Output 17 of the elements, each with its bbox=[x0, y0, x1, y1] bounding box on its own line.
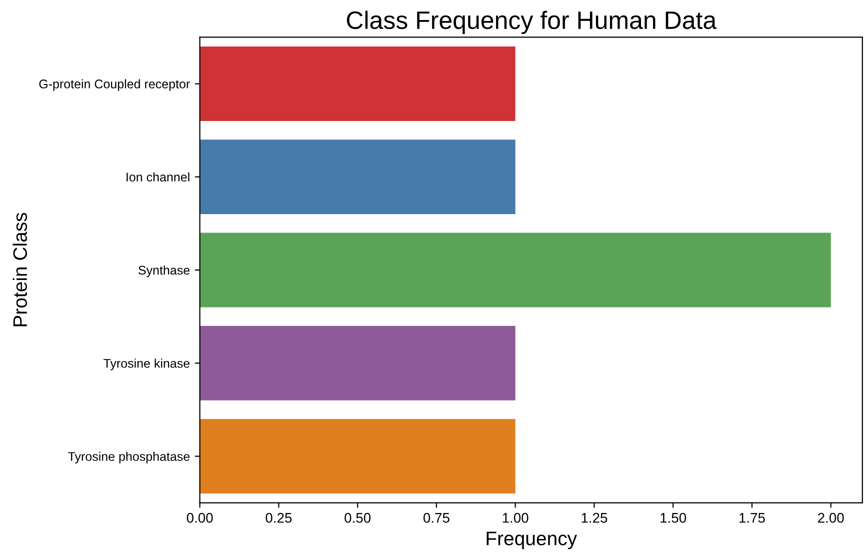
x-tick-label: 0.00 bbox=[186, 512, 213, 523]
y-tick-label: Tyrosine kinase bbox=[104, 358, 190, 370]
chart-title: Class Frequency for Human Data bbox=[346, 10, 717, 34]
x-tick-label: 2.00 bbox=[818, 512, 844, 523]
x-tick-label: 0.50 bbox=[344, 512, 371, 523]
x-tick-label: 1.75 bbox=[740, 513, 765, 523]
y-axis-title: Protein Class bbox=[12, 212, 28, 326]
x-tick-label: 1.00 bbox=[502, 512, 528, 523]
y-tick-label: Ion channel bbox=[126, 172, 190, 182]
y-tick-label: Synthase bbox=[138, 265, 190, 278]
x-tick-label: 0.75 bbox=[423, 512, 450, 523]
x-tick-label: 1.25 bbox=[582, 512, 608, 523]
y-tick-label: G-protein Coupled receptor bbox=[39, 79, 190, 91]
x-axis-title: Frequency bbox=[486, 532, 578, 550]
x-tick-label: 1.50 bbox=[660, 512, 686, 523]
x-tick-label: 0.25 bbox=[266, 512, 292, 523]
y-tick-label: Tyrosine phosphatase bbox=[68, 452, 190, 464]
